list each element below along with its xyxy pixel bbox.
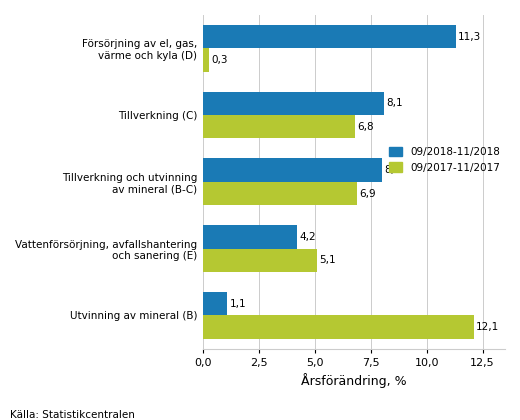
Text: 6,8: 6,8 <box>357 122 374 132</box>
Bar <box>203 292 227 315</box>
X-axis label: Årsförändring, %: Årsförändring, % <box>301 373 407 388</box>
Text: 11,3: 11,3 <box>458 32 481 42</box>
Bar <box>203 25 456 48</box>
Text: 12,1: 12,1 <box>476 322 499 332</box>
Text: 0,3: 0,3 <box>212 55 228 65</box>
Text: 4,2: 4,2 <box>299 232 316 242</box>
Text: Källa: Statistikcentralen: Källa: Statistikcentralen <box>10 410 135 420</box>
Bar <box>203 158 382 182</box>
Text: 8,1: 8,1 <box>386 98 403 108</box>
Bar <box>203 92 384 115</box>
Bar <box>203 315 474 339</box>
Text: 1,1: 1,1 <box>229 299 246 309</box>
Text: 8,0: 8,0 <box>384 165 400 175</box>
Text: 6,9: 6,9 <box>359 189 376 199</box>
Bar <box>203 182 357 205</box>
Bar <box>203 249 317 272</box>
Bar <box>203 115 355 139</box>
Text: 5,1: 5,1 <box>319 255 336 265</box>
Bar <box>203 48 210 72</box>
Bar <box>203 225 297 249</box>
Legend: 09/2018-11/2018, 09/2017-11/2017: 09/2018-11/2018, 09/2017-11/2017 <box>389 147 500 173</box>
